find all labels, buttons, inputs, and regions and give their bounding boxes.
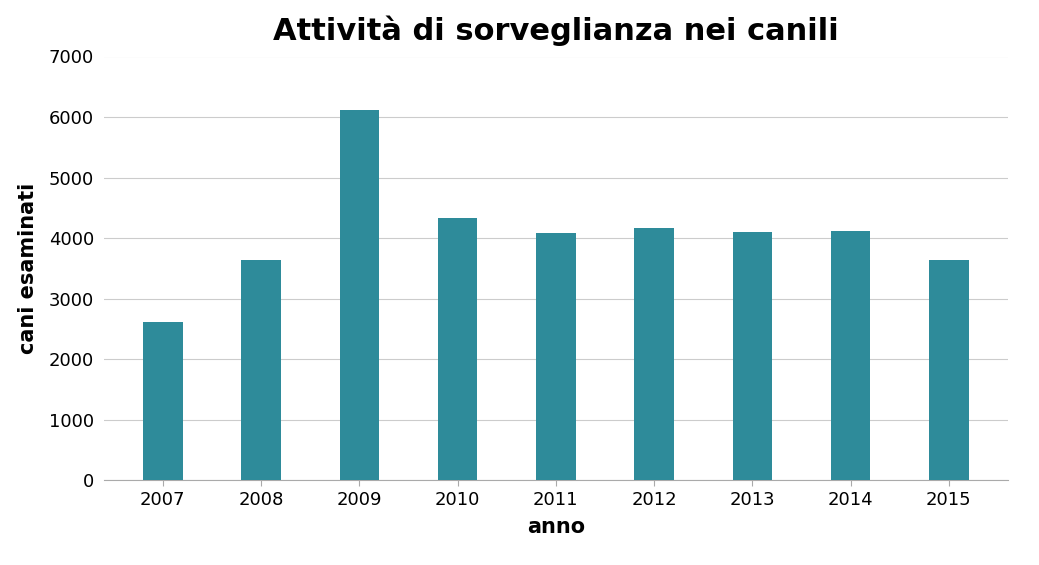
- Bar: [732, 232, 772, 480]
- Bar: [831, 232, 871, 480]
- Bar: [241, 260, 281, 480]
- Bar: [143, 321, 183, 480]
- Y-axis label: cani esaminati: cani esaminati: [18, 182, 37, 354]
- Bar: [438, 218, 477, 480]
- Bar: [929, 260, 968, 480]
- Bar: [635, 228, 673, 480]
- Title: Attività di sorveglianza nei canili: Attività di sorveglianza nei canili: [273, 15, 838, 46]
- Bar: [340, 110, 379, 480]
- X-axis label: anno: anno: [527, 517, 585, 537]
- Bar: [536, 233, 576, 480]
